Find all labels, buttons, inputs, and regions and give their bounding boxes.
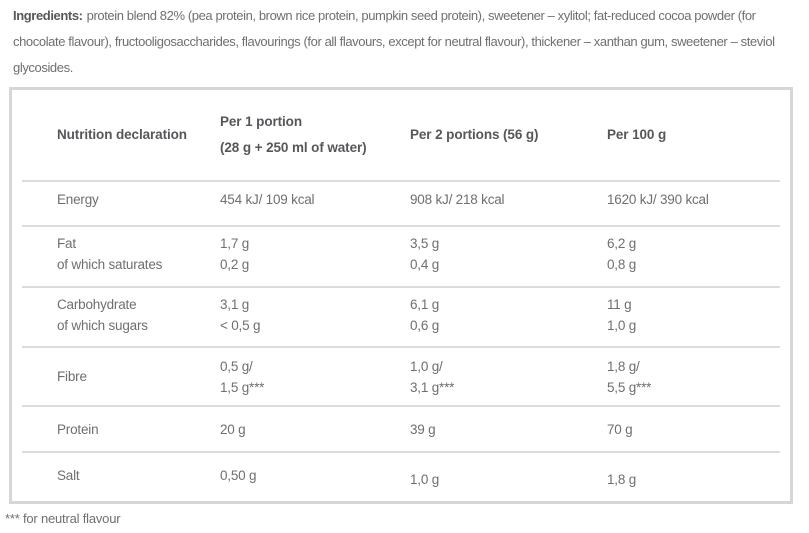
cell-value: 1,5 g*** [220, 379, 265, 395]
cell-value: 5,5 g*** [607, 379, 652, 395]
cell-label: Fat of which saturates [22, 233, 220, 275]
cell-value: 0,8 g [607, 256, 637, 272]
cell-value: 1,8 g/ [607, 358, 640, 374]
row-sublabel: of which saturates [57, 256, 163, 272]
table-row-carbohydrate: Carbohydrate of which sugars 3,1 g < 0,5… [22, 286, 780, 346]
header-text: (28 g + 250 ml of water) [220, 140, 367, 155]
nutrition-table: Nutrition declaration Per 1 portion (28 … [9, 87, 793, 504]
row-label: Fibre [57, 369, 87, 384]
header-per-100-g: Per 100 g [607, 122, 780, 148]
table-row-salt: Salt 0,50 g 1,0 g 1,8 g [22, 451, 780, 501]
cell-per-2-portions: 39 g [410, 419, 607, 440]
cell-value: 1,0 g/ [410, 358, 443, 374]
row-label: Protein [57, 421, 99, 437]
cell-per-1-portion: 454 kJ/ 109 kcal [220, 189, 410, 210]
header-nutrition-declaration: Nutrition declaration [22, 122, 220, 148]
ingredients-text: protein blend 82% (pea protein, brown ri… [13, 8, 775, 75]
cell-per-1-portion: 0,5 g/ 1,5 g*** [220, 356, 410, 398]
cell-label: Energy [22, 189, 220, 210]
cell-per-100-g: 1620 kJ/ 390 kcal [607, 189, 780, 210]
ingredients-label: Ingredients: [13, 8, 83, 23]
table-row-energy: Energy 454 kJ/ 109 kcal 908 kJ/ 218 kcal… [22, 180, 780, 225]
header-text: Per 2 portions (56 g) [410, 127, 539, 142]
header-text: Per 100 g [607, 127, 667, 142]
cell-value: 6,1 g [410, 297, 440, 312]
table-row-fat: Fat of which saturates 1,7 g 0,2 g 3,5 g… [22, 225, 780, 286]
cell-value: 1,7 g [220, 235, 250, 251]
cell-value: 3,1 g [220, 297, 250, 312]
cell-label: Protein [22, 419, 220, 440]
cell-per-2-portions: 908 kJ/ 218 kcal [410, 189, 607, 210]
cell-label: Carbohydrate of which sugars [22, 294, 220, 336]
cell-value: 908 kJ/ 218 kcal [410, 192, 505, 207]
cell-value: 39 g [410, 421, 436, 437]
cell-value: 1,8 g [607, 471, 637, 487]
row-label: Fat [57, 235, 76, 251]
cell-per-1-portion: 0,50 g [220, 465, 410, 486]
cell-value: 0,6 g [410, 318, 440, 333]
header-per-1-portion: Per 1 portion (28 g + 250 ml of water) [220, 109, 410, 161]
cell-value: 1,0 g [410, 471, 440, 487]
row-label: Salt [57, 467, 80, 483]
cell-value: 1,0 g [607, 318, 637, 333]
cell-value: 6,2 g [607, 235, 637, 251]
cell-per-1-portion: 1,7 g 0,2 g [220, 233, 410, 275]
table-header-row: Nutrition declaration Per 1 portion (28 … [22, 90, 780, 180]
cell-per-2-portions: 1,0 g [410, 469, 607, 490]
ingredients-paragraph: Ingredients: protein blend 82% (pea prote… [13, 3, 797, 81]
cell-value: 0,4 g [410, 256, 440, 272]
header-per-2-portions: Per 2 portions (56 g) [410, 122, 607, 148]
cell-label: Fibre [22, 366, 220, 387]
table-row-protein: Protein 20 g 39 g 70 g [22, 405, 780, 451]
cell-value: 0,5 g/ [220, 358, 253, 374]
cell-value: 0,50 g [220, 467, 257, 483]
cell-per-1-portion: 20 g [220, 419, 410, 440]
cell-per-100-g: 11 g 1,0 g [607, 294, 780, 336]
cell-value: 70 g [607, 421, 633, 437]
cell-per-1-portion: 3,1 g < 0,5 g [220, 294, 410, 336]
header-text: Per 1 portion [220, 114, 302, 129]
row-sublabel: of which sugars [57, 318, 148, 333]
cell-per-2-portions: 3,5 g 0,4 g [410, 233, 607, 275]
cell-value: 454 kJ/ 109 kcal [220, 192, 315, 207]
cell-per-2-portions: 6,1 g 0,6 g [410, 294, 607, 336]
cell-value: 3,1 g*** [410, 379, 455, 395]
cell-per-100-g: 1,8 g/ 5,5 g*** [607, 356, 780, 398]
cell-value: 11 g [607, 297, 632, 312]
cell-per-100-g: 1,8 g [607, 469, 780, 490]
row-label: Energy [57, 192, 99, 207]
cell-per-100-g: 6,2 g 0,8 g [607, 233, 780, 275]
cell-value: 3,5 g [410, 235, 440, 251]
cell-label: Salt [22, 465, 220, 486]
table-row-fibre: Fibre 0,5 g/ 1,5 g*** 1,0 g/ 3,1 g*** 1,… [22, 346, 780, 405]
cell-value: 0,2 g [220, 256, 250, 272]
cell-value: 20 g [220, 421, 246, 437]
row-label: Carbohydrate [57, 297, 137, 312]
cell-per-100-g: 70 g [607, 419, 780, 440]
footnote: *** for neutral flavour [5, 511, 121, 526]
header-text: Nutrition declaration [57, 127, 187, 142]
cell-value: 1620 kJ/ 390 kcal [607, 192, 709, 207]
cell-per-2-portions: 1,0 g/ 3,1 g*** [410, 356, 607, 398]
cell-value: < 0,5 g [220, 318, 261, 333]
